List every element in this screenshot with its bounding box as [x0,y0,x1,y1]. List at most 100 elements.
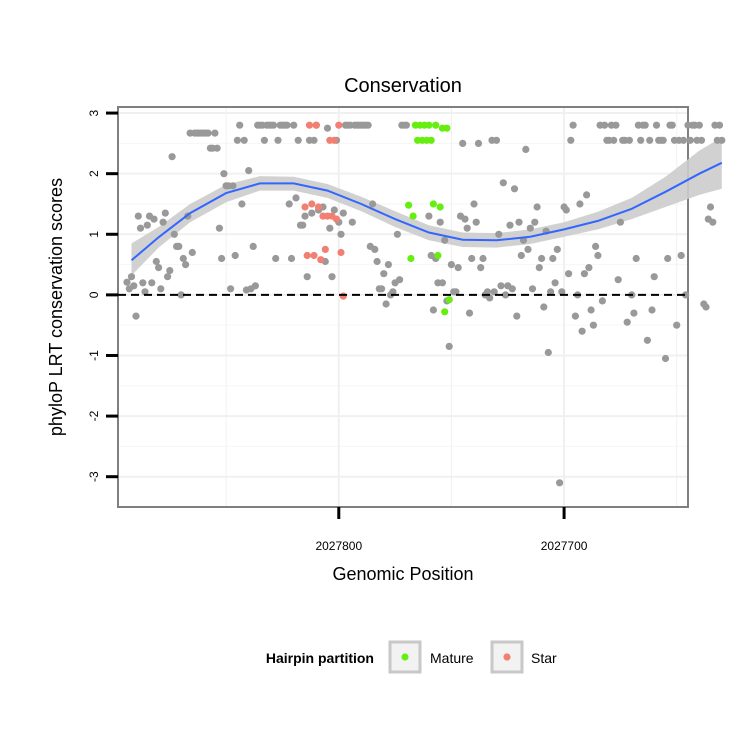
y-tick-label-1: 2 [87,170,101,177]
point-other-25 [179,254,187,263]
point-other-40 [213,144,221,152]
point-star-0 [301,203,309,211]
point-other-106 [364,121,372,129]
point-other-191 [576,200,584,208]
point-other-238 [682,291,690,299]
point-mature-11 [429,200,437,208]
point-other-209 [616,218,625,226]
point-other-141 [463,224,471,232]
point-star-3 [308,200,316,208]
point-star-13 [330,136,338,144]
x-axis-title: Genomic Position [332,564,473,584]
point-mature-10 [427,136,435,144]
point-other-71 [283,121,291,129]
point-star-5 [312,121,320,129]
point-other-131 [441,236,449,244]
point-other-19 [166,267,174,275]
confidence-ribbon [131,137,722,276]
point-other-183 [558,288,566,296]
point-other-208 [614,276,622,284]
point-other-201 [598,297,607,305]
point-other-119 [393,230,401,238]
point-other-17 [161,209,169,217]
y-tick-label-5: -2 [87,410,101,421]
point-other-192 [578,327,586,335]
point-star-6 [314,203,323,211]
point-other-232 [668,121,676,129]
axes: 3 2 1 0 -1 -2 -3 2027800 2027700 [87,109,588,553]
point-other-212 [623,318,631,326]
point-other-79 [301,212,309,220]
point-other-247 [702,303,710,311]
point-other-185 [562,206,570,214]
point-other-156 [497,282,505,290]
point-other-91 [330,206,338,214]
point-other-144 [470,200,478,208]
point-other-165 [517,251,525,260]
point-other-224 [650,273,658,281]
point-other-234 [673,321,681,329]
grid [118,107,688,507]
point-star-7 [317,256,325,264]
legend-label-star: Star [531,650,557,666]
point-mature-16 [441,308,449,316]
point-other-49 [233,136,241,144]
point-other-67 [274,136,282,144]
x-tick-label-1: 2027700 [541,539,588,553]
point-other-16 [159,218,167,226]
y-axis-title: phyloP LRT conservation scores [46,178,66,436]
point-other-120 [396,276,404,284]
point-other-95 [339,209,347,217]
point-other-126 [429,306,437,314]
point-other-133 [445,342,453,350]
point-other-218 [637,136,645,144]
point-other-170 [528,285,537,293]
point-other-253 [715,121,724,129]
point-other-29 [188,248,196,257]
point-other-177 [544,348,552,357]
point-other-51 [238,200,246,208]
point-other-117 [389,288,397,296]
point-other-78 [299,221,307,229]
point-other-36 [204,129,212,137]
point-other-228 [659,136,667,144]
point-mature-0 [405,201,413,209]
point-other-18 [164,273,172,281]
point-other-178 [547,288,555,296]
point-other-188 [569,121,577,129]
point-other-189 [571,312,580,320]
point-other-180 [551,279,559,287]
legend-swatch-star [503,653,511,661]
y-tick-label-2: 1 [87,231,101,238]
point-other-249 [706,203,715,211]
point-other-46 [227,285,235,293]
point-other-244 [695,121,703,129]
point-other-230 [664,254,672,263]
point-other-150 [483,288,492,296]
point-mature-2 [409,212,417,220]
point-mature-18 [445,296,453,304]
point-other-61 [260,136,268,144]
point-other-173 [535,264,543,272]
point-other-140 [461,215,469,223]
point-other-157 [499,179,507,187]
point-other-72 [285,200,293,208]
point-other-123 [402,121,410,129]
point-other-163 [513,312,521,320]
point-other-161 [508,285,516,293]
confidence-ribbon-layer [131,137,722,276]
point-star-1 [303,251,311,260]
point-other-139 [459,139,467,147]
point-other-43 [220,170,228,178]
point-other-171 [531,218,539,226]
point-other-83 [310,136,318,144]
point-other-136 [452,288,460,296]
point-other-225 [652,121,661,129]
point-other-52 [240,136,248,144]
point-mature-12 [432,121,440,129]
point-other-222 [646,136,654,144]
point-mature-1 [407,254,415,263]
y-tick-label-0: 3 [87,109,101,116]
point-other-23 [175,242,183,250]
